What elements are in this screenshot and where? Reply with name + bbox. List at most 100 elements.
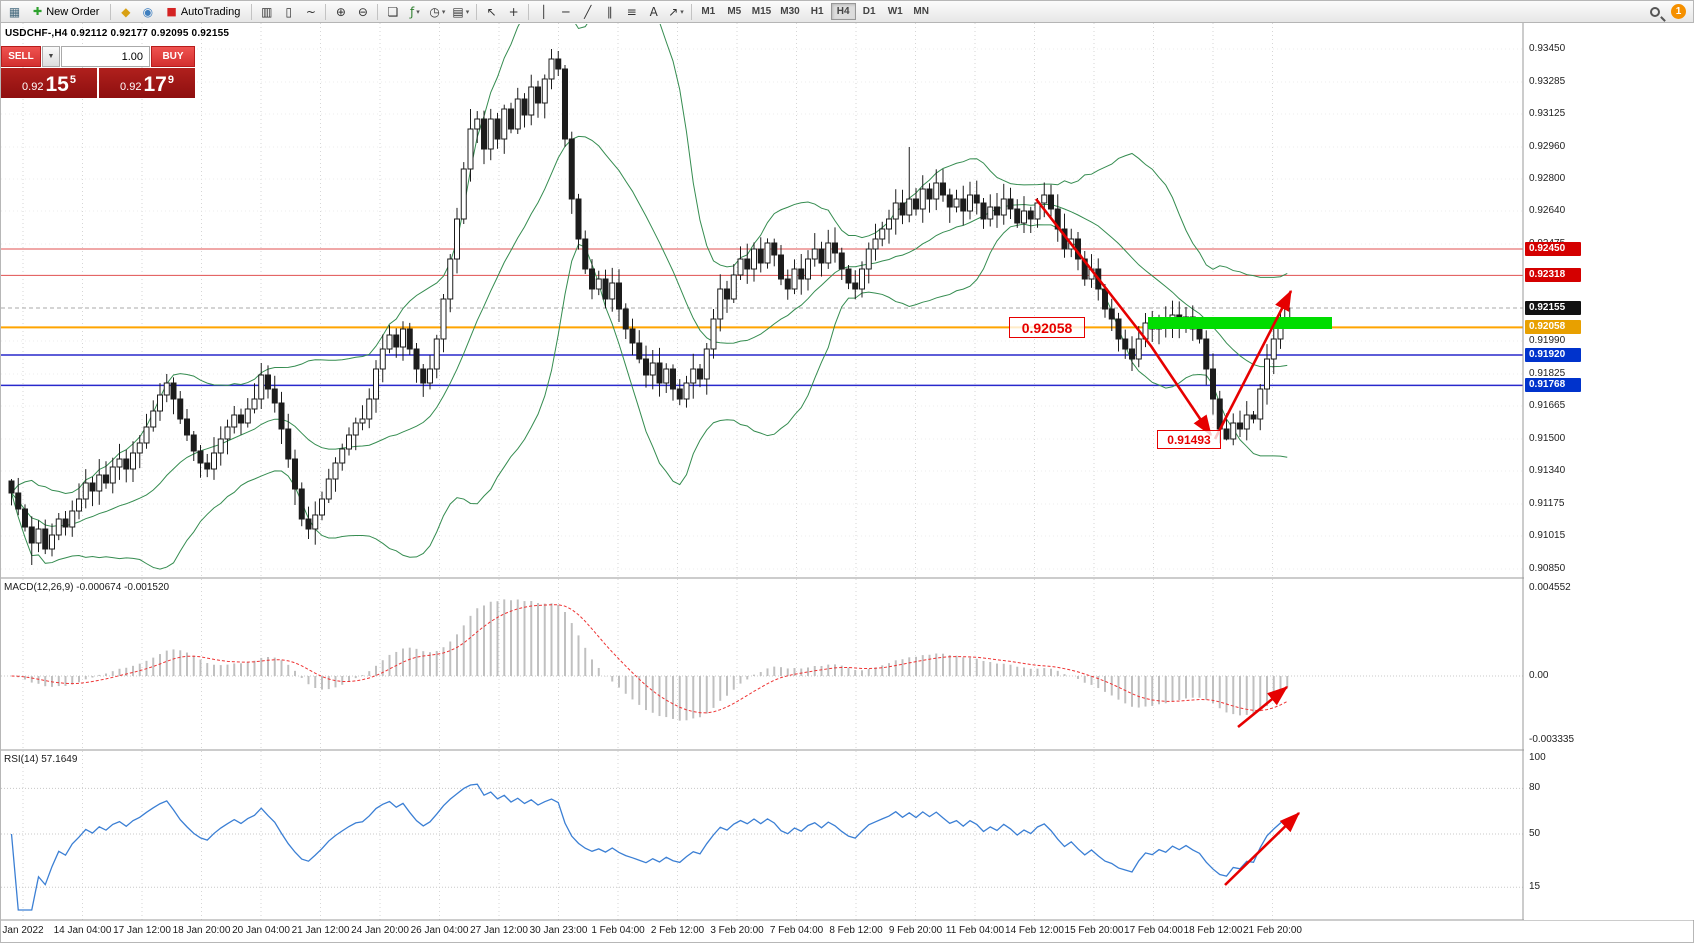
arrows-icon[interactable]: ↗ ▾ <box>665 2 687 21</box>
line-chart-icon[interactable]: ~ <box>300 2 321 21</box>
autotrading-button[interactable]: ■ AutoTrading <box>159 2 247 21</box>
trend-arrow[interactable] <box>1213 289 1293 440</box>
timeframe-w1[interactable]: W1 <box>883 3 908 20</box>
timeframe-mn[interactable]: MN <box>909 3 934 20</box>
time-label: 8 Feb 12:00 <box>829 925 883 936</box>
indicators-icon[interactable]: ƒ ▾ <box>404 2 425 21</box>
search-icon[interactable] <box>1650 6 1660 17</box>
sell-price-point: 5 <box>69 74 76 86</box>
tile-windows-icon[interactable]: ❏ <box>382 2 403 21</box>
toolbar-separator <box>325 3 327 20</box>
toolbar-separator <box>476 3 478 20</box>
toolbar-separator <box>528 3 530 20</box>
toolbar-separator <box>690 3 692 20</box>
time-label: 21 Jan 12:00 <box>291 925 350 936</box>
volume-dropdown-button[interactable]: ▼ <box>42 46 60 67</box>
bar-chart-icon[interactable]: ▥ <box>256 2 277 21</box>
profiles-icon[interactable]: ◆ <box>115 2 136 21</box>
chevron-down-icon: ▾ <box>416 7 420 16</box>
timeframe-h1[interactable]: H1 <box>805 3 830 20</box>
timeframe-m30[interactable]: M30 <box>776 3 803 20</box>
trendline-icon[interactable]: ╱ <box>577 2 598 21</box>
fibonacci-icon[interactable]: ≡ <box>621 2 642 21</box>
time-label: 26 Jan 04:00 <box>410 925 469 936</box>
channel-icon[interactable]: ∥ <box>599 2 620 21</box>
templates-icon[interactable]: ▤ ▾ <box>449 2 472 21</box>
sell-price-display[interactable]: 0.92 15 5 <box>1 68 97 98</box>
price-tick: 0.91175 <box>1529 498 1565 509</box>
price-annotation-91493[interactable]: 0.91493 <box>1157 430 1221 449</box>
zoom-in-icon[interactable]: ⊕ <box>330 2 351 21</box>
zoom-out-icon[interactable]: ⊖ <box>352 2 373 21</box>
chevron-down-icon: ▾ <box>680 7 684 16</box>
main-toolbar: ▦ ✚ New Order ◆ ◉ ■ AutoTrading ▥ ▯ ~ ⊕ ⊖ ❏ ƒ ▾ ◷ ▾ ▤ ▾ ↖ + │… <box>1 1 1693 23</box>
macd-signal-line <box>11 604 1288 714</box>
macd-axis-label: 0.004552 <box>1529 582 1571 594</box>
time-label: 3 Feb 20:00 <box>710 925 764 936</box>
rsi-line <box>10 783 1288 911</box>
buy-price-display[interactable]: 0.92 17 9 <box>99 68 195 98</box>
timeframe-h4[interactable]: H4 <box>830 3 856 20</box>
notification-badge[interactable]: 1 <box>1671 4 1686 19</box>
cursor-icon[interactable]: ↖ <box>481 2 502 21</box>
price-tick: 0.91825 <box>1529 368 1566 379</box>
rsi-axis-label: 80 <box>1529 782 1541 794</box>
price-tick: 0.91340 <box>1529 465 1566 476</box>
timeframe-m15[interactable]: M15 <box>748 3 775 20</box>
macd-indicator-label: MACD(12,26,9) -0.000674 -0.001520 <box>4 582 170 593</box>
price-tick: 0.93450 <box>1529 43 1566 54</box>
trend-arrow[interactable] <box>1237 685 1289 729</box>
price-axis[interactable]: 0.93450 0.93285 0.93125 0.92960 0.92800 0.926… <box>1524 23 1694 920</box>
price-tick: 0.92640 <box>1529 205 1566 216</box>
chevron-down-icon: ▾ <box>465 7 470 16</box>
price-tag: 0.91920 <box>1525 348 1581 362</box>
volume-input[interactable] <box>61 46 150 67</box>
price-tag: 0.92318 <box>1525 268 1581 283</box>
price-tick: 0.91665 <box>1529 400 1566 411</box>
price-tick: 0.92960 <box>1529 141 1566 152</box>
highlight-zone[interactable] <box>1148 317 1332 329</box>
macd-axis-label: 0.00 <box>1529 670 1549 681</box>
price-tick: 0.91500 <box>1529 433 1566 444</box>
price-tick: 0.90850 <box>1529 563 1566 574</box>
text-icon[interactable]: A <box>643 2 664 21</box>
buy-price-point: 9 <box>167 74 174 86</box>
bollinger-lower <box>11 223 1288 570</box>
time-label: 14 Feb 12:00 <box>1005 925 1064 936</box>
trend-arrow[interactable] <box>1224 812 1300 886</box>
time-label: 21 Feb 20:00 <box>1243 925 1302 936</box>
candlestick-chart-icon[interactable]: ▯ <box>278 2 299 21</box>
trend-arrow[interactable] <box>1034 198 1213 437</box>
price-tick: 0.91015 <box>1529 530 1566 541</box>
autotrading-icon: ■ <box>166 5 177 18</box>
time-label: 1 Feb 04:00 <box>591 925 645 936</box>
new-order-button-label: New Order <box>46 5 100 18</box>
price-annotation-92058[interactable]: 0.92058 <box>1009 317 1085 338</box>
vertical-line-icon[interactable]: │ <box>533 2 554 21</box>
time-axis[interactable]: Jan 2022 14 Jan 04:00 17 Jan 12:00 18 Jan 2… <box>1 921 1523 943</box>
rsi-axis-label: 15 <box>1529 881 1541 893</box>
time-label: 18 Jan 20:00 <box>172 925 231 936</box>
crosshair-icon[interactable]: + <box>503 2 524 21</box>
timeframe-d1[interactable]: D1 <box>857 3 882 20</box>
time-label: 30 Jan 23:00 <box>529 925 588 936</box>
sell-button[interactable]: SELL <box>1 46 41 67</box>
time-label: 15 Feb 20:00 <box>1064 925 1124 936</box>
scripts-icon[interactable]: ◉ <box>137 2 158 21</box>
price-tick: 0.92800 <box>1529 173 1566 184</box>
price-tick: 0.93125 <box>1529 108 1566 119</box>
time-label: 20 Jan 04:00 <box>232 925 290 936</box>
buy-button[interactable]: BUY <box>151 46 195 67</box>
periods-icon[interactable]: ◷ ▾ <box>426 2 448 21</box>
new-chart-icon[interactable]: ▦ <box>4 2 25 21</box>
buy-price-pips: 17 <box>143 73 167 96</box>
toolbar-separator <box>377 3 379 20</box>
rsi-axis-label: 100 <box>1529 752 1546 763</box>
horizontal-line-icon[interactable]: ─ <box>555 2 576 21</box>
new-order-button[interactable]: ✚ New Order <box>26 2 106 21</box>
timeframe-m5[interactable]: M5 <box>722 3 747 20</box>
time-label: 17 Jan 12:00 <box>113 925 171 936</box>
timeframe-m1[interactable]: M1 <box>696 3 721 20</box>
